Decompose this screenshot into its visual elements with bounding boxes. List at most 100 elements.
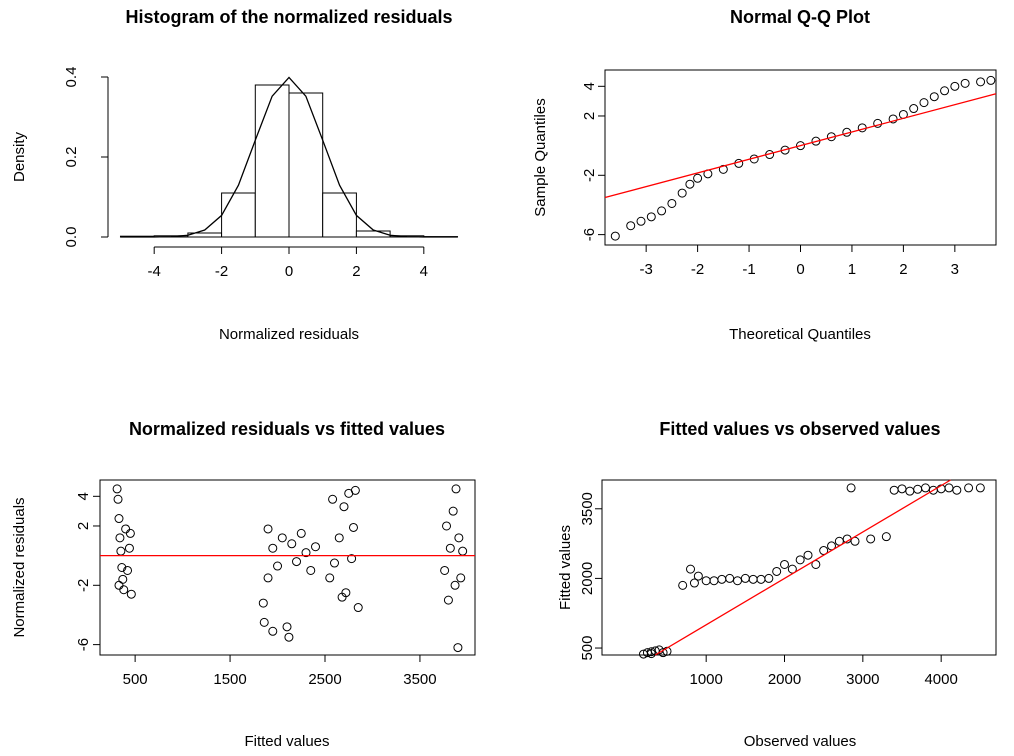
point xyxy=(301,548,311,558)
x-tick-label: 1500 xyxy=(213,671,246,688)
x-tick-label: 3500 xyxy=(403,671,436,688)
point xyxy=(348,522,358,532)
point xyxy=(273,561,283,571)
y-tick-label: 2 xyxy=(75,522,92,530)
point xyxy=(693,173,703,183)
reference-line xyxy=(654,479,951,656)
point xyxy=(443,595,453,605)
x-axis-label: Theoretical Quantiles xyxy=(729,326,871,343)
point xyxy=(686,564,696,574)
point xyxy=(125,528,135,538)
y-tick-label: -6 xyxy=(75,638,92,651)
x-axis-label: Observed values xyxy=(744,733,857,750)
point xyxy=(646,649,656,659)
point xyxy=(258,598,268,608)
point xyxy=(282,622,292,632)
point xyxy=(347,554,357,564)
point xyxy=(259,617,269,627)
point xyxy=(764,573,774,583)
point xyxy=(123,565,133,575)
x-tick-label: -2 xyxy=(215,263,228,280)
x-axis-label: Fitted values xyxy=(244,733,329,750)
x-tick-label: 2500 xyxy=(308,671,341,688)
point xyxy=(881,532,891,542)
chart-title: Histogram of the normalized residuals xyxy=(125,7,452,27)
x-tick-label: 4000 xyxy=(924,671,957,688)
point xyxy=(450,580,460,590)
point xyxy=(442,521,452,531)
x-tick-label: 2000 xyxy=(768,671,801,688)
x-tick-label: -1 xyxy=(742,261,755,278)
point xyxy=(306,565,316,575)
point xyxy=(940,86,950,96)
point xyxy=(114,514,124,524)
point xyxy=(921,483,931,493)
chart-title: Normalized residuals vs fitted values xyxy=(129,419,445,439)
x-tick-label: 2 xyxy=(899,261,907,278)
y-tick-label: -2 xyxy=(75,579,92,592)
point xyxy=(689,578,699,588)
point xyxy=(454,533,464,543)
point xyxy=(458,546,468,556)
point xyxy=(456,573,466,583)
point xyxy=(126,589,136,599)
point xyxy=(277,533,287,543)
point xyxy=(796,141,805,151)
plot-box xyxy=(601,479,997,656)
point xyxy=(448,506,458,516)
y-tick-label: -6 xyxy=(581,228,598,241)
y-tick-label: 2 xyxy=(581,112,598,120)
density-curve xyxy=(120,76,458,238)
point xyxy=(610,231,620,241)
point xyxy=(339,502,349,512)
point xyxy=(756,574,766,584)
plot-box xyxy=(99,479,476,656)
point xyxy=(284,632,294,642)
point xyxy=(626,221,636,231)
point xyxy=(964,483,974,493)
reference-line xyxy=(604,93,997,199)
point xyxy=(889,485,899,495)
point xyxy=(748,574,758,584)
x-tick-label: 0 xyxy=(796,261,804,278)
point xyxy=(116,546,126,556)
bar xyxy=(322,192,357,238)
point xyxy=(986,75,996,85)
point xyxy=(717,574,727,584)
point xyxy=(113,494,123,504)
point xyxy=(263,524,273,534)
y-tick-label: 500 xyxy=(579,636,596,661)
point xyxy=(780,559,790,569)
point xyxy=(329,558,339,568)
point xyxy=(866,534,876,544)
chart-title: Fitted values vs observed values xyxy=(659,419,940,439)
x-tick-label: -2 xyxy=(691,261,704,278)
point xyxy=(693,571,703,581)
x-tick-label: 0 xyxy=(285,263,293,280)
y-tick-label: 0.2 xyxy=(63,147,80,168)
point xyxy=(897,484,907,494)
point xyxy=(124,543,134,553)
point xyxy=(445,543,455,553)
x-axis-label: Normalized residuals xyxy=(219,326,359,343)
point xyxy=(929,92,939,102)
x-tick-label: 500 xyxy=(123,671,148,688)
point xyxy=(950,81,960,91)
point xyxy=(117,563,127,572)
bar xyxy=(288,92,324,238)
point xyxy=(119,585,129,595)
x-tick-label: 2 xyxy=(352,263,360,280)
point xyxy=(263,573,273,583)
point xyxy=(121,524,131,534)
point xyxy=(701,576,711,586)
point xyxy=(451,484,461,494)
point xyxy=(353,603,363,613)
y-tick-label: -2 xyxy=(581,169,598,182)
point xyxy=(733,576,743,586)
point xyxy=(888,114,898,124)
plot-box xyxy=(604,69,997,246)
point xyxy=(328,494,338,504)
x-tick-label: -4 xyxy=(148,263,161,280)
point xyxy=(646,212,656,222)
